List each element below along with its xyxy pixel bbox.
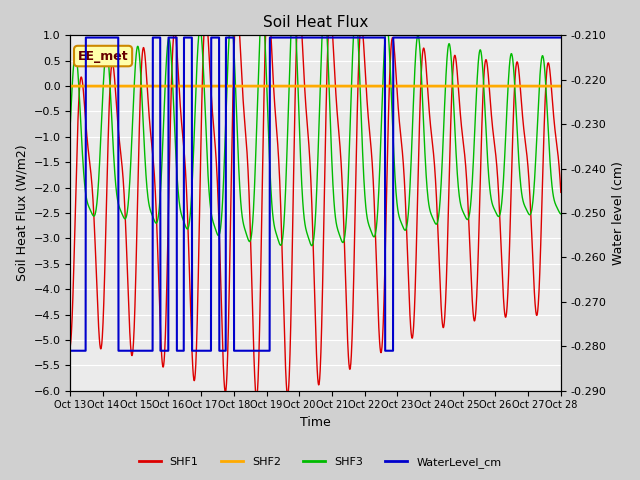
Y-axis label: Soil Heat Flux (W/m2): Soil Heat Flux (W/m2) xyxy=(15,144,28,281)
Title: Soil Heat Flux: Soil Heat Flux xyxy=(263,15,368,30)
Legend: SHF1, SHF2, SHF3, WaterLevel_cm: SHF1, SHF2, SHF3, WaterLevel_cm xyxy=(134,452,506,472)
Text: EE_met: EE_met xyxy=(77,49,129,62)
Y-axis label: Water level (cm): Water level (cm) xyxy=(612,161,625,265)
X-axis label: Time: Time xyxy=(300,416,331,429)
